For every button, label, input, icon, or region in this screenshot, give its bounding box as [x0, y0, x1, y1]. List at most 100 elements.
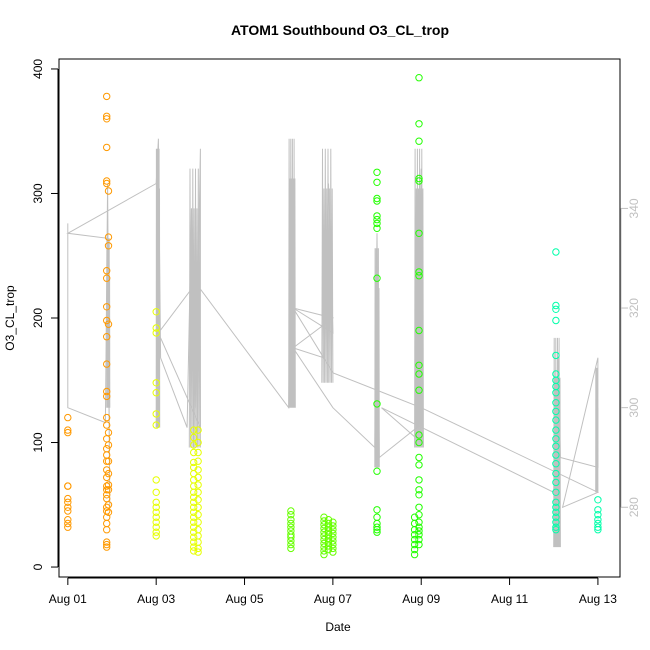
data-point: [324, 538, 333, 546]
data-point: [194, 511, 202, 519]
data-point: [152, 498, 160, 506]
data-point: [373, 197, 381, 205]
data-point: [373, 219, 381, 228]
scatter-points: [64, 74, 602, 559]
data-point: [194, 548, 202, 556]
data-point: [194, 466, 202, 474]
data-point: [415, 511, 423, 519]
data-point: [552, 469, 560, 478]
data-point: [373, 194, 381, 203]
data-point: [329, 526, 337, 534]
data-point: [103, 267, 111, 275]
data-point: [103, 491, 111, 499]
data-point: [415, 535, 423, 544]
data-point: [190, 503, 198, 511]
data-point: [103, 519, 111, 528]
data-point: [373, 178, 381, 187]
data-point: [373, 274, 381, 282]
data-point: [190, 488, 198, 496]
data-point: [552, 460, 560, 468]
secondary-burst: [595, 367, 599, 493]
data-point: [103, 466, 111, 474]
data-point: [373, 215, 381, 224]
data-point: [104, 242, 113, 250]
x-axis-label: Date: [325, 620, 351, 634]
data-point: [415, 461, 423, 469]
data-point: [190, 441, 198, 449]
data-point: [104, 469, 113, 478]
data-point: [152, 503, 160, 511]
data-point: [190, 547, 198, 555]
data-point: [373, 400, 381, 408]
data-point: [324, 519, 333, 528]
y-tick-label: 200: [31, 308, 45, 328]
data-point: [410, 535, 419, 544]
data-point: [287, 519, 295, 528]
data-point: [552, 513, 560, 521]
data-point: [287, 540, 295, 549]
x-tick-label: Aug 11: [491, 592, 528, 606]
data-point: [152, 389, 160, 397]
data-point: [103, 538, 111, 546]
data-point: [194, 518, 202, 526]
data-point: [190, 448, 198, 457]
data-point: [64, 519, 72, 528]
data-point: [152, 518, 160, 526]
data-point: [287, 544, 295, 553]
data-point: [104, 486, 113, 494]
data-point: [103, 413, 111, 422]
data-point: [152, 532, 160, 540]
data-point: [190, 426, 198, 434]
data-point: [152, 508, 160, 516]
plot-frame: [58, 58, 621, 578]
data-point: [373, 523, 381, 531]
data-point: [415, 527, 423, 535]
data-point: [103, 115, 111, 123]
data-point: [103, 526, 111, 534]
data-point: [103, 316, 111, 325]
data-point: [324, 516, 333, 524]
data-point: [64, 413, 72, 422]
data-point: [103, 543, 111, 551]
data-point: [552, 399, 560, 407]
y2-tick-label: 320: [627, 298, 641, 318]
data-point: [594, 526, 602, 534]
y-tick-label: 100: [31, 432, 45, 452]
data-point: [324, 527, 333, 535]
data-point: [194, 544, 202, 553]
data-point: [415, 518, 423, 526]
data-point: [194, 457, 202, 465]
data-point: [410, 526, 419, 534]
data-point: [373, 506, 381, 514]
data-point: [103, 303, 111, 311]
data-point: [103, 392, 111, 401]
data-point: [103, 360, 111, 368]
data-point: [329, 540, 337, 549]
data-point: [552, 301, 560, 310]
data-point: [415, 370, 423, 378]
data-point: [415, 74, 423, 82]
data-point: [324, 545, 333, 554]
data-point: [194, 448, 202, 457]
data-point: [373, 224, 381, 233]
data-point: [552, 407, 560, 416]
data-point: [64, 498, 72, 506]
data-point: [552, 435, 560, 443]
data-point: [103, 177, 111, 185]
data-point: [190, 508, 198, 516]
data-point: [410, 531, 419, 539]
data-point: [415, 453, 423, 462]
data-point: [373, 526, 381, 534]
data-point: [552, 389, 560, 397]
y2-tick-label: 340: [627, 198, 641, 218]
data-point: [190, 458, 198, 467]
data-point: [324, 531, 333, 539]
data-point: [415, 503, 423, 511]
data-point: [152, 421, 160, 429]
data-point: [103, 274, 111, 282]
y-tick-label: 400: [31, 59, 45, 79]
data-point: [415, 523, 423, 531]
data-point: [103, 473, 111, 482]
data-point: [190, 493, 198, 501]
